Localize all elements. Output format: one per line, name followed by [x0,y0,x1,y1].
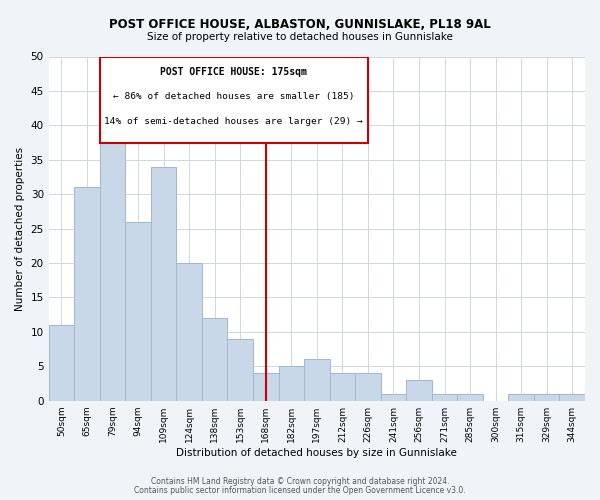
Bar [227,339,253,400]
Text: POST OFFICE HOUSE: 175sqm: POST OFFICE HOUSE: 175sqm [160,66,307,76]
Bar [202,318,227,400]
Text: ← 86% of detached houses are smaller (185): ← 86% of detached houses are smaller (18… [113,92,355,101]
Bar [406,380,432,400]
Bar [559,394,585,400]
Bar [125,222,151,400]
Bar [457,394,483,400]
FancyBboxPatch shape [100,56,368,142]
Bar [278,366,304,400]
Bar [253,373,278,400]
Text: Size of property relative to detached houses in Gunnislake: Size of property relative to detached ho… [147,32,453,42]
X-axis label: Distribution of detached houses by size in Gunnislake: Distribution of detached houses by size … [176,448,457,458]
Bar [100,118,125,400]
Bar [176,263,202,400]
Bar [151,166,176,400]
Bar [534,394,559,400]
Y-axis label: Number of detached properties: Number of detached properties [15,146,25,310]
Bar [380,394,406,400]
Bar [355,373,380,400]
Text: 14% of semi-detached houses are larger (29) →: 14% of semi-detached houses are larger (… [104,118,363,126]
Bar [74,188,100,400]
Bar [329,373,355,400]
Text: POST OFFICE HOUSE, ALBASTON, GUNNISLAKE, PL18 9AL: POST OFFICE HOUSE, ALBASTON, GUNNISLAKE,… [109,18,491,30]
Text: Contains HM Land Registry data © Crown copyright and database right 2024.: Contains HM Land Registry data © Crown c… [151,477,449,486]
Bar [508,394,534,400]
Bar [304,360,329,401]
Text: Contains public sector information licensed under the Open Government Licence v3: Contains public sector information licen… [134,486,466,495]
Bar [49,325,74,400]
Bar [432,394,457,400]
